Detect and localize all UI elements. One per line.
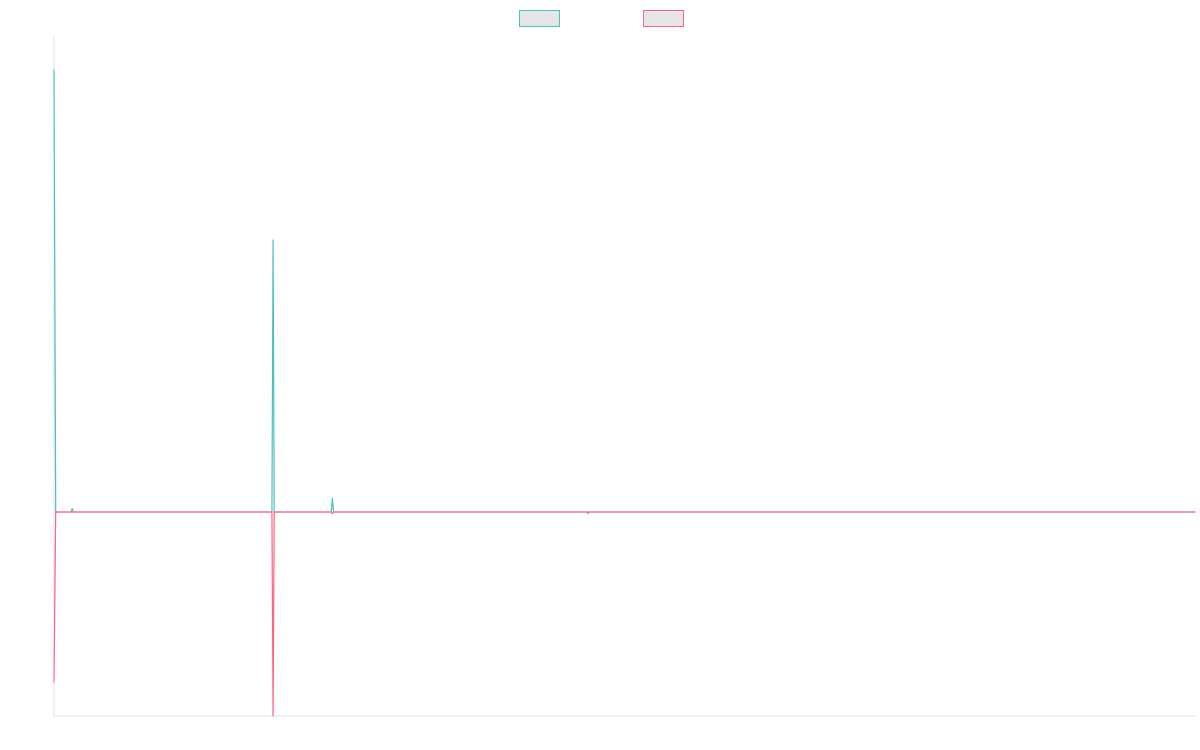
legend-item-1[interactable] — [519, 10, 560, 27]
legend-swatch-1 — [519, 10, 560, 27]
series-line-1 — [53, 69, 1196, 515]
series-line-2 — [53, 511, 1196, 717]
legend-swatch-2 — [643, 10, 684, 27]
series-layer — [53, 69, 1196, 717]
plot-area — [53, 36, 1196, 717]
legend — [519, 10, 684, 27]
legend-item-2[interactable] — [643, 10, 684, 27]
